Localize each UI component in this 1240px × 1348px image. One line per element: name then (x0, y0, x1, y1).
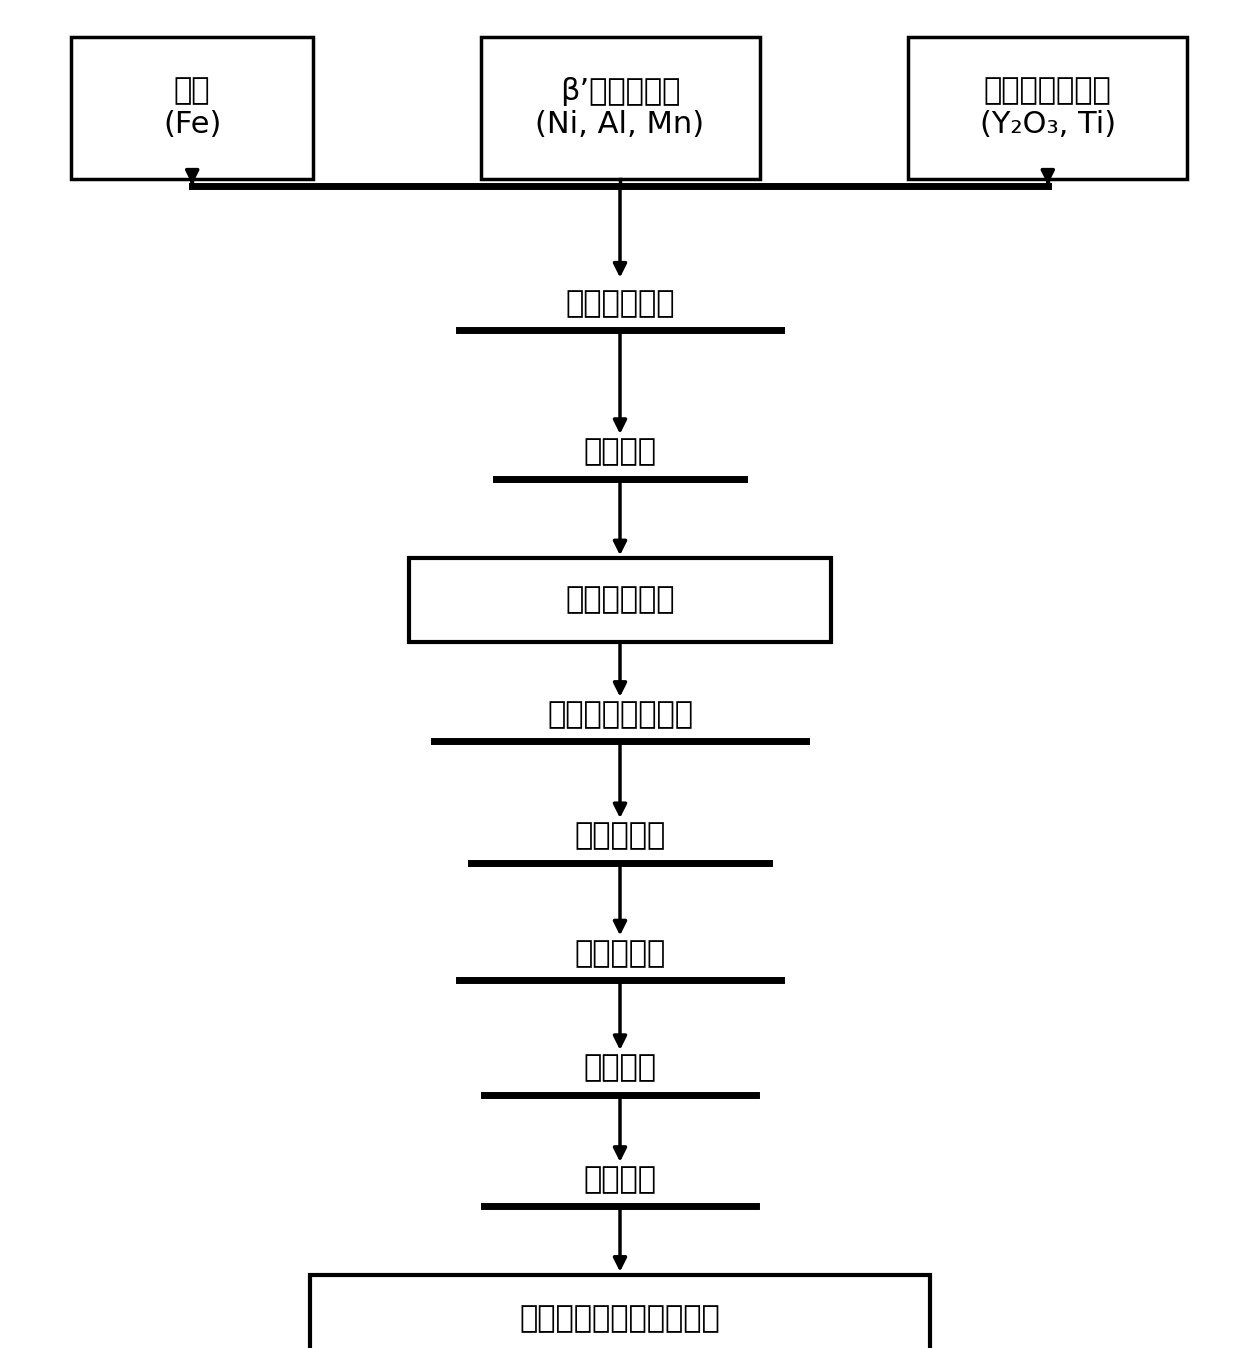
Text: 烧结致密化: 烧结致密化 (574, 938, 666, 968)
Bar (71, 36, 312, 178)
Text: 时效处理: 时效处理 (584, 1165, 656, 1194)
Text: 中间合金铸锄: 中间合金铸锄 (565, 585, 675, 615)
Text: 电渣熔练: 电渣熔练 (584, 437, 656, 466)
Text: 固溶处理: 固溶处理 (584, 1053, 656, 1082)
Bar (310, 1275, 930, 1348)
Text: 中间合金铸锄破碎: 中间合金铸锄破碎 (547, 700, 693, 729)
Bar (481, 36, 759, 178)
Text: β’相形成元素
(Ni, Al, Mn): β’相形成元素 (Ni, Al, Mn) (536, 77, 704, 139)
Text: 基体
(Fe): 基体 (Fe) (162, 77, 222, 139)
Text: 真空感应熔练: 真空感应熔练 (565, 288, 675, 318)
Text: 氧化物形成元素
(Y₂O₃, Ti): 氧化物形成元素 (Y₂O₃, Ti) (980, 77, 1116, 139)
Bar (908, 36, 1188, 178)
Text: 氧化物弥散强化铁基合金: 氧化物弥散强化铁基合金 (520, 1304, 720, 1333)
Bar (409, 558, 831, 642)
Text: 机械合金化: 机械合金化 (574, 821, 666, 851)
